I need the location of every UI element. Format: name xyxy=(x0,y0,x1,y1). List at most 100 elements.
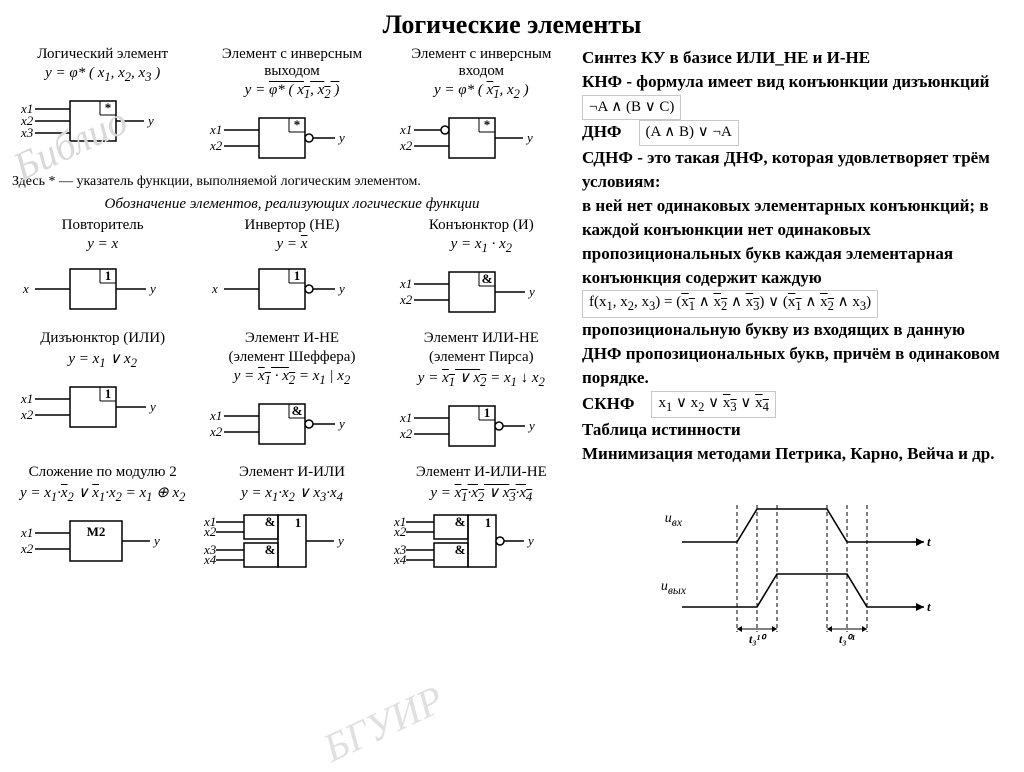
svg-text:x2: x2 xyxy=(399,292,413,307)
svg-text:x2: x2 xyxy=(209,424,223,439)
svg-text:&: & xyxy=(481,271,492,286)
right-column: Синтез КУ в базисе ИЛИ_НЕ и И-НЕ КНФ - ф… xyxy=(582,46,1002,652)
gate-formula: y = x1·x2 ∨ x3·x4 xyxy=(391,483,572,505)
svg-text:y: y xyxy=(527,284,535,299)
gate-cell: Дизъюнктор (ИЛИ)y = x1 ∨ x21x1x2y xyxy=(12,330,193,458)
gate-title: Сложение по модулю 2 xyxy=(12,464,193,481)
svg-text:y: y xyxy=(527,418,535,433)
svg-text:*: * xyxy=(105,100,112,115)
gate-formula: y = x1 · x2 = x1 | x2 xyxy=(201,368,382,388)
svg-text:*: * xyxy=(294,117,301,132)
gate-cell: Элемент с инверсным входомy = φ* ( x1, x… xyxy=(391,46,572,170)
gate-title: Элемент с инверсным входом xyxy=(391,46,572,80)
gate-cell: Инвертор (НЕ)y = x1xy xyxy=(201,217,382,324)
svg-text:y: y xyxy=(337,416,345,431)
gate-title: Повторитель xyxy=(12,217,193,234)
svg-text:x1: x1 xyxy=(209,408,222,423)
svg-text:x2: x2 xyxy=(20,541,34,556)
svg-text:t: t xyxy=(927,599,931,614)
gate-title: Элемент И-НЕ xyxy=(201,330,382,347)
gate-formula: y = φ* ( x1, x2 ) xyxy=(201,82,382,102)
eq-knf: ¬A ∧ (B ∨ C) xyxy=(582,95,681,120)
svg-text:x2: x2 xyxy=(20,407,34,422)
r-line1: Синтез КУ в базисе ИЛИ_НЕ и И-НЕ xyxy=(582,46,1002,70)
svg-text:x3: x3 xyxy=(20,125,34,140)
svg-text:y: y xyxy=(525,130,533,145)
svg-text:x2: x2 xyxy=(209,138,223,153)
gate-formula: y = x1 ∨ x2 xyxy=(12,349,193,371)
gate-title: Дизъюнктор (ИЛИ) xyxy=(12,330,193,347)
svg-text:y: y xyxy=(526,533,534,548)
r-line5: в ней нет одинаковых элементарных конъюн… xyxy=(582,194,1002,291)
svg-text:x: x xyxy=(211,281,218,296)
r-line6: пропозициональную букву из входящих в да… xyxy=(582,318,1002,390)
svg-text:М2: М2 xyxy=(87,524,106,539)
r-line4: СДНФ - это такая ДНФ, которая удовлетвор… xyxy=(582,146,1002,194)
svg-text:x1: x1 xyxy=(399,122,412,137)
svg-text:x1: x1 xyxy=(399,276,412,291)
svg-text:x2: x2 xyxy=(204,524,217,539)
svg-text:x1: x1 xyxy=(209,122,222,137)
svg-text:x4: x4 xyxy=(394,552,407,567)
gate-title: Логический элемент xyxy=(12,46,193,63)
gate-cell: Элемент с инверсным выходомy = φ* ( x1, … xyxy=(201,46,382,170)
svg-text:y: y xyxy=(336,533,344,548)
svg-text:y: y xyxy=(148,281,156,296)
svg-text:&: & xyxy=(454,514,465,529)
svg-text:x1: x1 xyxy=(399,410,412,425)
gate-cell: Сложение по модулю 2y = x1·x2 ∨ x1·x2 = … xyxy=(12,464,193,579)
timing-diagram: ttt₃¹⁰t₃⁰¹uвхuвых xyxy=(582,497,1002,652)
svg-text:y: y xyxy=(337,130,345,145)
svg-text:y: y xyxy=(152,533,160,548)
svg-text:1: 1 xyxy=(105,268,112,283)
r-line3: ДНФ (A ∧ B) ∨ ¬A xyxy=(582,120,1002,146)
r-line9: Минимизация методами Петрика, Карно, Вей… xyxy=(582,442,1002,466)
svg-text:y: y xyxy=(146,113,154,128)
eq-sknf: x1 ∨ x2 ∨ x3 ∨ x4 xyxy=(651,391,775,419)
svg-text:1: 1 xyxy=(105,386,112,401)
gate-title: Элемент И-ИЛИ xyxy=(201,464,382,481)
gate-cell: Логический элемент y = φ* ( x1, x2, x3 ) *… xyxy=(12,46,193,170)
gate-formula: y = x1·x2 ∨ x3·x4 xyxy=(201,483,382,505)
watermark-text-2: БГУИР xyxy=(316,675,451,771)
gate-cell: Повторитель y = x 1 x y xyxy=(12,217,193,324)
svg-text:y: y xyxy=(337,281,345,296)
gate-title: Элемент ИЛИ-НЕ xyxy=(391,330,572,347)
gate-cell: Элемент И-ИЛИ-НЕy = x1·x2 ∨ x3·x4&&1x1x2… xyxy=(391,464,572,579)
gate-formula: y = φ* ( x1, x2, x3 ) xyxy=(12,65,193,85)
svg-text:x4: x4 xyxy=(204,552,217,567)
svg-text:t₃¹⁰: t₃¹⁰ xyxy=(749,632,767,646)
svg-text:x: x xyxy=(22,281,29,296)
r-line2: КНФ - формула имеет вид конъюнкции дизъю… xyxy=(582,70,1002,120)
svg-text:x1: x1 xyxy=(20,525,33,540)
svg-text:&: & xyxy=(265,514,276,529)
r-line8: Таблица истинности xyxy=(582,418,1002,442)
gate-cell: Конъюнктор (И) y = x1 · x2 & x1x2 y xyxy=(391,217,572,324)
gate-cell: Элемент ИЛИ-НЕ(элемент Пирса)y = x1 ∨ x2… xyxy=(391,330,572,458)
gate-formula: y = φ* ( x1, x2 ) xyxy=(391,82,572,102)
svg-text:*: * xyxy=(484,117,491,132)
svg-text:t₃⁰¹: t₃⁰¹ xyxy=(839,632,855,646)
gate-formula: y = x xyxy=(201,236,382,253)
svg-text:&: & xyxy=(454,542,465,557)
svg-text:t: t xyxy=(927,534,931,549)
gate-cell: Элемент И-НЕ(элемент Шеффера)y = x1 · x2… xyxy=(201,330,382,458)
left-column: Логический элемент y = φ* ( x1, x2, x3 ) *… xyxy=(12,46,572,652)
svg-text:1: 1 xyxy=(485,515,492,530)
section2-title: Обозначение элементов, реализующих логич… xyxy=(12,196,572,213)
svg-text:x2: x2 xyxy=(399,426,413,441)
gate-title: Конъюнктор (И) xyxy=(391,217,572,234)
gate-formula: y = x xyxy=(12,236,193,253)
svg-text:&: & xyxy=(265,542,276,557)
gate-formula: y = x1 · x2 xyxy=(391,236,572,256)
svg-text:x2: x2 xyxy=(399,138,413,153)
svg-text:1: 1 xyxy=(294,268,301,283)
gate-formula: y = x1 ∨ x2 = x1 ↓ x2 xyxy=(391,368,572,390)
svg-text:y: y xyxy=(148,399,156,414)
gate-title: Элемент с инверсным выходом xyxy=(201,46,382,80)
footnote: Здесь * — указатель функции, выполняемой… xyxy=(12,174,572,190)
gate-cell: Элемент И-ИЛИy = x1·x2 ∨ x3·x4&&1x1x2x3x… xyxy=(201,464,382,579)
r-line7: СКНФ x1 ∨ x2 ∨ x3 ∨ x4 xyxy=(582,391,1002,419)
eq-dnf: (A ∧ B) ∨ ¬A xyxy=(639,120,739,145)
page-title: Логические элементы xyxy=(12,10,1012,40)
